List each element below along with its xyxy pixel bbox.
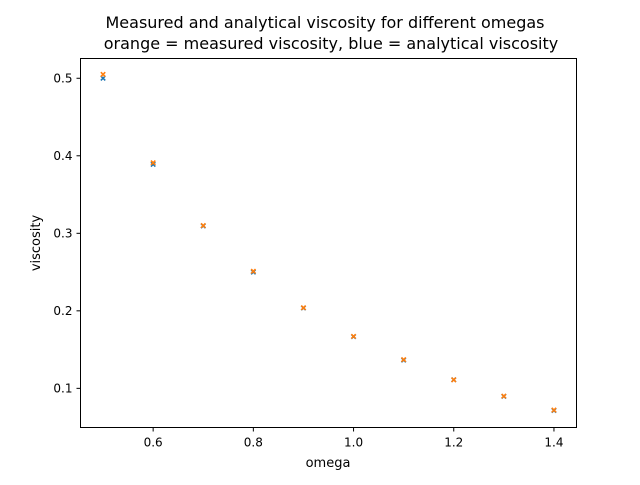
data-point (150, 161, 156, 168)
y-tick-label: 0.1 (53, 381, 72, 395)
y-tick-label: 0.3 (53, 226, 72, 240)
data-point (250, 268, 257, 275)
axis-ticks: 0.6 0.8 1.0 1.2 1.4 0.1 0.2 0.3 0.4 0.5 (53, 71, 563, 449)
chart-title: Measured and analytical viscosity for di… (105, 13, 544, 32)
y-tick-label: 0.4 (53, 149, 72, 163)
data-point (200, 222, 207, 229)
data-point (300, 304, 307, 311)
x-axis-label: omega (306, 456, 351, 471)
data-point (450, 377, 457, 383)
x-tick-label: 1.2 (444, 436, 463, 450)
y-axis-label: viscosity (29, 215, 44, 272)
data-point (150, 160, 156, 166)
data-point (350, 333, 357, 340)
y-tick-label: 0.5 (53, 71, 72, 85)
plot-frame (80, 58, 577, 428)
series-1 (100, 71, 557, 413)
x-tick-label: 1.4 (544, 436, 563, 450)
y-tick-label: 0.2 (53, 304, 72, 318)
data-point (501, 393, 507, 399)
data-point (100, 71, 106, 78)
data-points (100, 71, 557, 414)
x-tick-label: 1.0 (344, 436, 363, 450)
x-tick-label: 0.6 (144, 436, 163, 450)
data-point (551, 407, 557, 413)
data-point (400, 356, 407, 363)
x-tick-label: 0.8 (244, 436, 263, 450)
chart-subtitle: orange = measured viscosity, blue = anal… (104, 34, 558, 53)
